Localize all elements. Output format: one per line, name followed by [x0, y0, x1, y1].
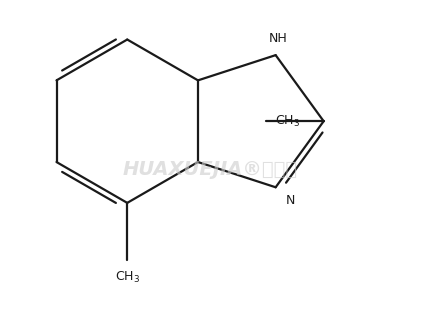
Text: CH$_3$: CH$_3$	[274, 114, 300, 129]
Text: CH$_3$: CH$_3$	[115, 270, 140, 285]
Text: HUAXUEJIA®化学加: HUAXUEJIA®化学加	[123, 160, 298, 179]
Text: N: N	[285, 194, 295, 207]
Text: NH: NH	[269, 31, 288, 44]
